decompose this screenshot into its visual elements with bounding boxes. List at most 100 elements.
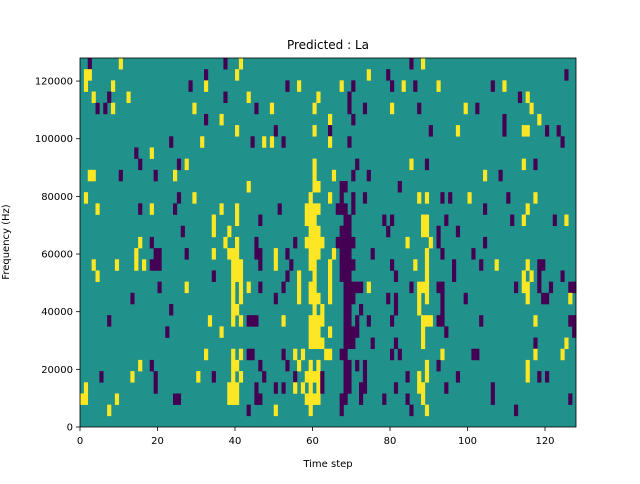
heatmap-cell-low [390,315,395,327]
heatmap-cell-low [351,80,356,92]
heatmap-cell-high [246,91,251,104]
heatmap-cell-high [207,315,213,327]
heatmap-cell-low [293,371,298,383]
heatmap-cell-low [347,359,352,372]
heatmap-cell-low [366,315,371,327]
heatmap-cell-high [417,292,422,305]
heatmap-cell-high [231,315,236,327]
heatmap-cell-high [308,259,313,271]
heatmap-cell-low [359,393,364,405]
x-tick-label: 100 [458,436,477,447]
heatmap-cell-low [475,348,480,361]
heatmap-cell-low [452,259,457,271]
heatmap-cell-high [417,382,422,394]
heatmap-cell-high [320,315,325,327]
heatmap-cell-high [308,292,313,305]
heatmap-cell-high [238,58,244,70]
heatmap-cell-high [219,326,224,338]
heatmap-cell-low [351,236,356,249]
heatmap-cell-high [417,304,422,316]
heatmap-cell-low [258,214,263,227]
heatmap-cell-high [421,382,426,394]
heatmap-cell-low [351,326,356,338]
heatmap-cell-low [87,58,92,70]
heatmap-cell-low [157,248,162,260]
heatmap-cell-high [231,270,236,282]
heatmap-cell-low [347,214,352,227]
heatmap-cell-high [300,348,306,361]
heatmap-cell-low [355,326,360,338]
heatmap-cell-high [417,281,422,294]
heatmap-cell-high [533,192,538,204]
y-axis: 0 20000 40000 60000 80000 100000 120000 [35,77,80,434]
heatmap-cell-low [281,348,286,361]
heatmap-cell-low [246,404,251,417]
heatmap-cell-high [312,371,317,383]
x-tick-label: 0 [77,436,83,447]
heatmap-cell-low [103,102,108,115]
heatmap-cell-high [328,270,333,282]
heatmap-cell-low [409,58,414,70]
heatmap-cell-high [525,281,530,294]
heatmap-cell-low [293,236,298,249]
heatmap-cell-high [328,259,333,271]
heatmap-cell-low [281,281,286,294]
heatmap-cell-high [312,315,317,327]
heatmap-cell-low [436,281,441,294]
heatmap-cell-high [312,169,317,182]
heatmap-cell-low [335,203,340,215]
heatmap-cell-low [347,382,352,394]
heatmap-cell-low [339,181,344,193]
heatmap-cell-high [235,125,240,137]
heatmap-cell-low [572,315,577,327]
heatmap-cell-high [238,315,244,327]
heatmap-cell-high [114,259,120,271]
heatmap-cell-high [238,270,244,282]
heatmap-cell-high [424,371,430,383]
heatmap-cell-low [362,359,368,372]
heatmap-cell-high [537,113,542,126]
heatmap-cell-high [316,292,321,305]
heatmap-cell-low [548,281,554,294]
heatmap-cell-high [83,80,89,92]
heatmap-cell-high [312,281,317,294]
heatmap-cell-low [471,348,476,361]
heatmap-cell-low [254,248,259,260]
heatmap-cell-high [521,214,526,227]
heatmap-cell-low [347,326,352,338]
heatmap-cell-high [521,125,526,137]
heatmap-cell-high [238,259,244,271]
heatmap-cell-low [347,315,352,327]
heatmap-cell-low [339,225,344,238]
heatmap-cell-low [254,236,259,249]
heatmap-cell-low [153,382,158,394]
heatmap-cell-low [250,136,255,148]
heatmap-cell-high [421,393,426,405]
heatmap-cell-low [153,248,158,260]
heatmap-cell-low [153,371,158,383]
heatmap-cell-high [269,136,275,148]
heatmap-cell-low [386,225,391,238]
heatmap-cell-high [235,304,240,316]
heatmap-cell-high [235,69,240,81]
heatmap-cell-low [390,214,395,227]
heatmap-cell-high [328,348,333,361]
heatmap-cell-low [533,337,538,350]
heatmap-cell-low [347,136,352,148]
heatmap-cell-high [421,281,426,294]
heatmap-cell-high [405,236,410,249]
heatmap-cell-high [467,192,472,204]
heatmap-cell-low [545,125,550,137]
heatmap-cell-low [490,382,495,394]
y-tick-label: 60000 [41,250,73,261]
y-tick-label: 20000 [41,365,73,376]
heatmap-cell-low [552,214,557,227]
heatmap-cell-low [502,125,507,137]
heatmap-cell-high [269,102,275,115]
heatmap-cell-low [413,80,418,92]
heatmap-cell-low [173,393,178,405]
heatmap-cell-low [355,281,360,294]
heatmap-cell-high [413,259,418,271]
heatmap-cell-high [428,315,433,327]
heatmap-cell-low [409,281,414,294]
